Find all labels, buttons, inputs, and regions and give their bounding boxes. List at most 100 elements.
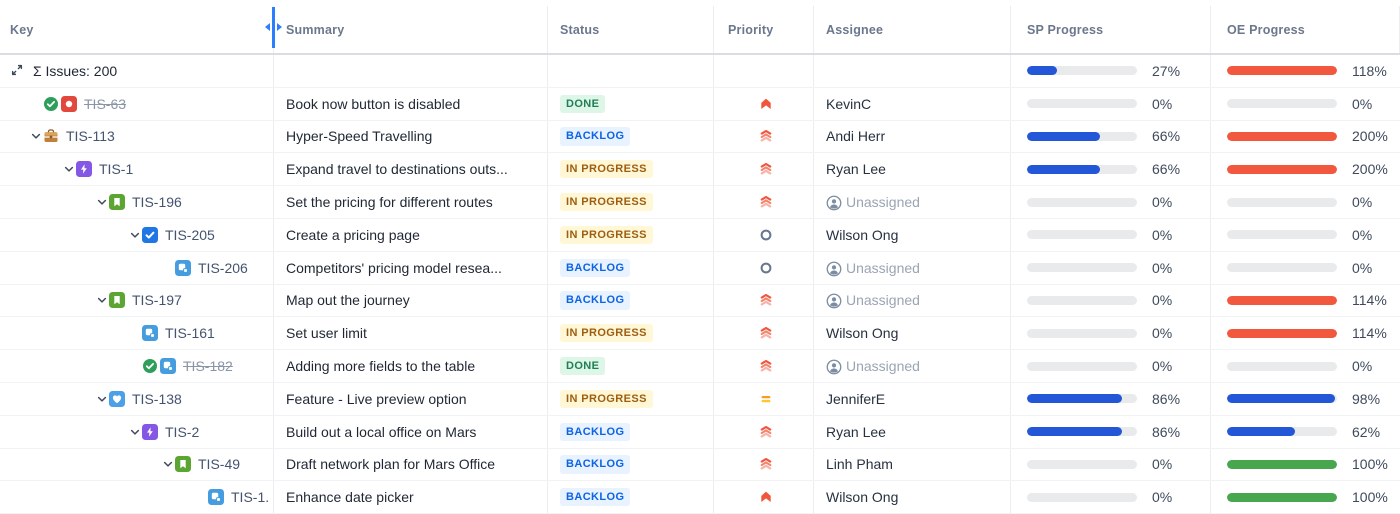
status-badge[interactable]: IN PROGRESS: [560, 192, 653, 212]
issue-key-link[interactable]: TIS-182: [183, 358, 233, 375]
priority-cell: [714, 218, 814, 251]
issue-key-link[interactable]: TIS-2: [165, 423, 200, 440]
key-cell: TIS-2: [0, 415, 274, 448]
key-cell: Σ Issues: 200: [0, 55, 274, 87]
issue-summary[interactable]: Feature - Live preview option: [286, 390, 467, 407]
epic-icon: [76, 161, 92, 178]
status-badge[interactable]: IN PROGRESS: [560, 225, 653, 244]
status-badge[interactable]: BACKLOG: [560, 127, 631, 146]
summary-cell: Draft network plan for Mars Office: [274, 448, 548, 481]
issue-summary[interactable]: Adding more fields to the table: [286, 358, 476, 375]
issue-key-link[interactable]: TIS-161: [165, 325, 215, 342]
status-badge[interactable]: IN PROGRESS: [560, 389, 653, 408]
chevron-down-icon[interactable]: [160, 456, 175, 472]
status-cell: BACKLOG: [548, 120, 714, 153]
issue-key-link[interactable]: TIS-113: [66, 128, 115, 145]
table-row[interactable]: TIS-205 Create a pricing page IN PROGRESS W…: [0, 218, 1400, 252]
chevron-down-icon[interactable]: [94, 194, 109, 210]
expand-icon[interactable]: [10, 63, 26, 79]
sp-progress-bar: [1027, 164, 1137, 174]
issue-summary[interactable]: Map out the journey: [286, 292, 410, 309]
summary-cell: Enhance date picker: [274, 481, 548, 514]
issue-key-link[interactable]: TIS-197: [132, 292, 182, 309]
subtask-icon: [160, 358, 176, 375]
assignee-cell: JenniferE: [814, 382, 1011, 415]
oe-progress-value: 98%: [1352, 390, 1381, 407]
table-row[interactable]: TIS-182 Adding more fields to the table DO…: [0, 350, 1400, 383]
table-row[interactable]: TIS-49 Draft network plan for Mars Office…: [0, 448, 1400, 482]
assignee-cell: KevinC: [814, 87, 1011, 120]
issue-summary[interactable]: Competitors' pricing model resea...: [286, 259, 502, 276]
table-row[interactable]: TIS-206 Competitors' pricing model resea.…: [0, 251, 1400, 285]
oe-progress-value: 0%: [1352, 194, 1373, 211]
issue-summary[interactable]: Create a pricing page: [286, 226, 420, 243]
column-header-summary[interactable]: Summary: [274, 6, 548, 53]
oe-progress-value: 0%: [1352, 226, 1373, 243]
status-badge[interactable]: IN PROGRESS: [560, 160, 653, 179]
issue-summary[interactable]: Enhance date picker: [286, 489, 414, 506]
issue-summary[interactable]: Build out a local office on Mars: [286, 423, 477, 440]
aggregate-row[interactable]: Σ Issues: 200 27% 118%: [0, 55, 1400, 88]
key-cell: TIS-205: [0, 218, 274, 251]
column-header-sp-progress[interactable]: SP Progress: [1011, 6, 1211, 53]
table-row[interactable]: TIS-63 Book now button is disabled DONE Kev…: [0, 87, 1400, 121]
chevron-down-icon[interactable]: [61, 161, 76, 177]
assignee-name: Unassigned: [846, 194, 920, 211]
table-body: Σ Issues: 200 27% 118% TIS-63 Book now butto…: [0, 55, 1400, 514]
issue-summary[interactable]: Set user limit: [286, 325, 367, 342]
key-cell: TIS-1: [0, 153, 274, 186]
table-row[interactable]: TIS-138 Feature - Live preview option IN P…: [0, 382, 1400, 416]
chevron-down-icon[interactable]: [127, 424, 142, 440]
status-badge[interactable]: BACKLOG: [560, 488, 631, 507]
status-badge[interactable]: DONE: [560, 356, 606, 376]
issue-key-link[interactable]: TIS-63: [84, 95, 127, 112]
issue-key-link[interactable]: TIS-49: [198, 456, 241, 473]
status-cell: IN PROGRESS: [548, 153, 714, 186]
chevron-down-icon[interactable]: [127, 227, 142, 243]
column-header-oe-progress[interactable]: OE Progress: [1211, 6, 1400, 53]
sp-progress-cell: 86%: [1011, 382, 1211, 415]
sp-progress-bar: [1027, 394, 1137, 404]
table-row[interactable]: TIS-161 Set user limit IN PROGRESS Wilson O…: [0, 317, 1400, 351]
column-header-priority[interactable]: Priority: [714, 6, 814, 53]
status-cell: BACKLOG: [548, 284, 714, 317]
column-resize-handle[interactable]: [265, 7, 282, 48]
assignee-cell: Ryan Lee: [814, 153, 1011, 186]
sp-progress-value: 66%: [1152, 128, 1181, 145]
status-badge[interactable]: DONE: [560, 94, 606, 113]
table-row[interactable]: TIS-113 Hyper-Speed Travelling BACKLOG Andi…: [0, 120, 1400, 154]
status-badge[interactable]: BACKLOG: [560, 455, 631, 474]
table-row[interactable]: TIS-1 Expand travel to destinations outs.…: [0, 153, 1400, 187]
chevron-down-icon[interactable]: [94, 391, 109, 407]
status-badge[interactable]: BACKLOG: [560, 258, 631, 277]
status-badge[interactable]: IN PROGRESS: [560, 324, 653, 343]
table-row[interactable]: TIS-2 Build out a local office on Mars BAC…: [0, 415, 1400, 449]
column-header-status[interactable]: Status: [548, 6, 714, 53]
issue-key-link[interactable]: TIS-196: [132, 194, 182, 211]
priority-cell: [714, 382, 814, 415]
issue-key-link[interactable]: TIS-205: [165, 226, 215, 243]
oe-progress-cell: 0%: [1211, 252, 1400, 284]
issue-key-link[interactable]: TIS-138: [132, 390, 182, 407]
issue-key-link[interactable]: TIS-1.: [231, 489, 270, 506]
table-row[interactable]: TIS-197 Map out the journey BACKLOG Unassig…: [0, 284, 1400, 318]
status-badge[interactable]: BACKLOG: [560, 422, 631, 441]
status-badge[interactable]: BACKLOG: [560, 291, 631, 310]
column-header-assignee[interactable]: Assignee: [814, 6, 1011, 53]
table-row[interactable]: TIS-1. Enhance date picker BACKLOG Wilson O…: [0, 481, 1400, 514]
issue-summary[interactable]: Draft network plan for Mars Office: [286, 456, 496, 473]
table-row[interactable]: TIS-196 Set the pricing for different rou…: [0, 186, 1400, 219]
issue-key-link[interactable]: TIS-206: [198, 259, 248, 276]
chevron-down-icon[interactable]: [94, 292, 109, 308]
priority-cell: [714, 153, 814, 186]
chevron-down-icon[interactable]: [28, 128, 43, 144]
progress-bar-fill: [1227, 394, 1335, 404]
column-header-key[interactable]: Key: [0, 6, 274, 53]
issue-summary[interactable]: Book now button is disabled: [286, 95, 461, 112]
issue-summary[interactable]: Hyper-Speed Travelling: [286, 128, 433, 145]
issue-summary[interactable]: Expand travel to destinations outs...: [286, 161, 508, 178]
issue-key-link[interactable]: TIS-1: [99, 161, 134, 178]
issue-summary[interactable]: Set the pricing for different routes: [286, 194, 493, 211]
key-cell: TIS-182: [0, 350, 274, 382]
oe-progress-value: 62%: [1352, 423, 1381, 440]
